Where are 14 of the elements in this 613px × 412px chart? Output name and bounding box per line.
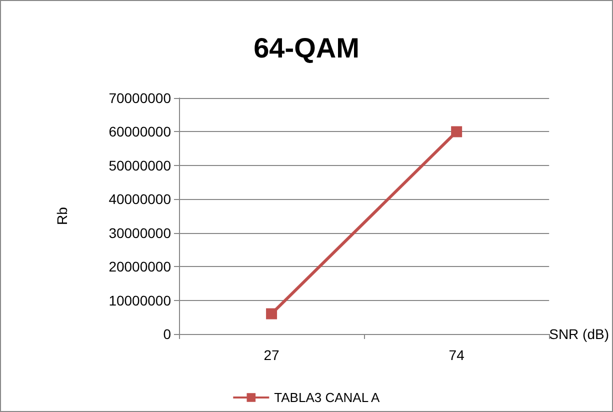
x-tick-label: 27: [264, 347, 280, 363]
x-tick-label: 74: [448, 347, 465, 363]
y-tick-label: 30000000: [108, 224, 172, 241]
y-tick-label: 20000000: [108, 258, 172, 275]
y-tick-label: 40000000: [108, 191, 172, 208]
legend-label: TABLA3 CANAL A: [274, 390, 380, 405]
y-tick-label: 60000000: [108, 124, 172, 140]
y-tick-label: 10000000: [108, 292, 172, 308]
chart-title: 64-QAM: [254, 32, 360, 64]
y-axis-title: Rb: [54, 206, 70, 225]
x-axis-title: SNR (dB): [549, 326, 610, 342]
y-tick-label: 0: [163, 326, 172, 342]
y-tick-label: 50000000: [108, 157, 172, 174]
y-tick-label: 70000000: [108, 90, 172, 106]
